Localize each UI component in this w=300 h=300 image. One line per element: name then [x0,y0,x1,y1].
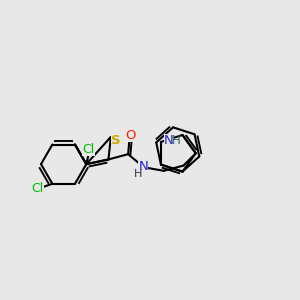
Text: Cl: Cl [32,182,44,195]
Text: H: H [134,169,142,179]
Text: O: O [125,129,136,142]
Text: S: S [111,134,121,147]
Text: Cl: Cl [82,143,95,156]
Text: H: H [172,134,180,147]
Text: N: N [138,160,148,173]
Text: N: N [164,134,174,147]
